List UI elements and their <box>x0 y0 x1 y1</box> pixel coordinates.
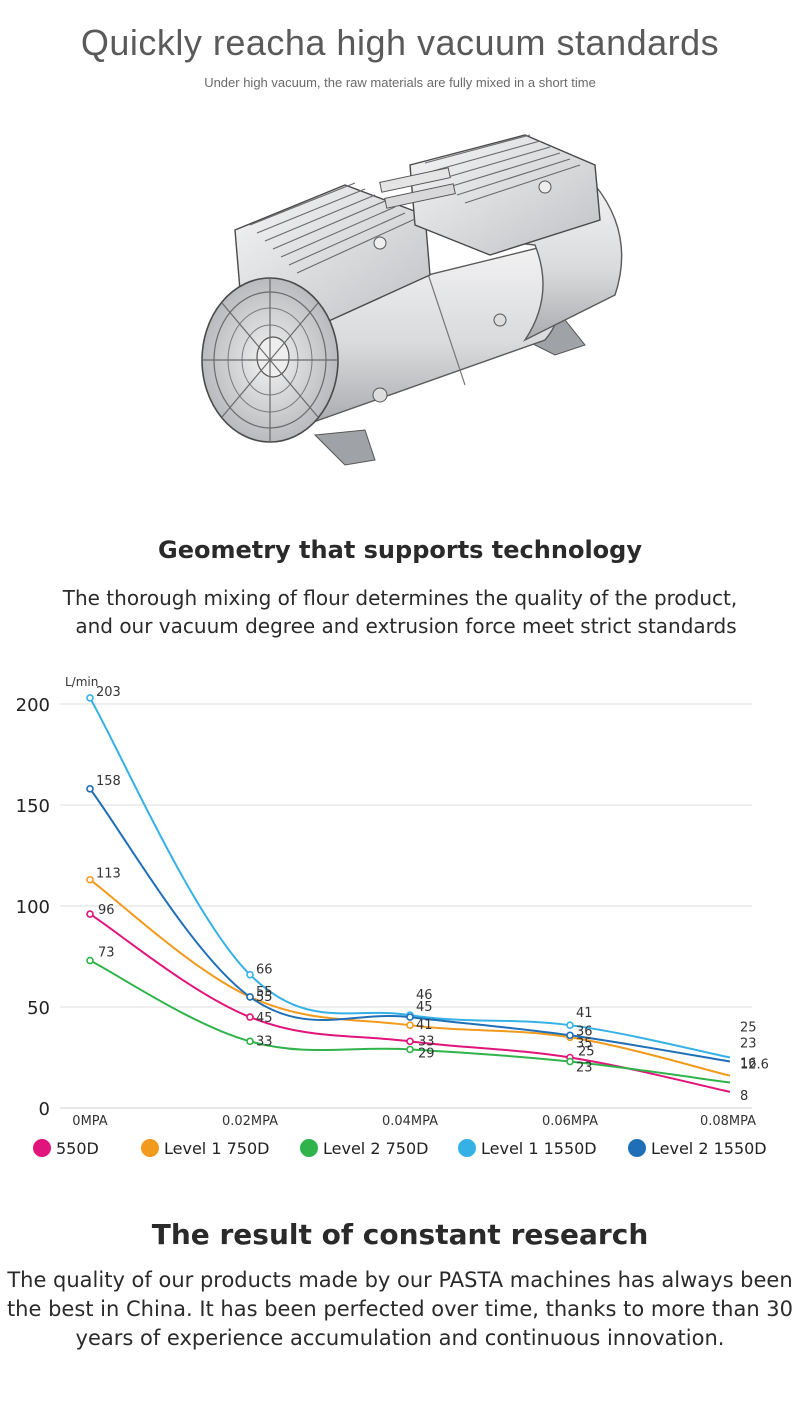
series-line-0 <box>89 913 731 1093</box>
data-label: 158 <box>96 774 121 789</box>
x-tick-label: 0.02MPA <box>222 1114 278 1129</box>
y-axis-label: L/min <box>65 675 98 689</box>
y-axis-ticks: 0 50 100 150 200 <box>16 695 50 1120</box>
data-label: 33 <box>418 1034 435 1049</box>
data-point <box>86 694 94 702</box>
x-tick-label: 0.08MPA <box>700 1114 756 1129</box>
legend-swatch <box>628 1139 646 1157</box>
chart-legend: 550D Level 1 750D Level 2 750D Level 1 1550… <box>33 1139 767 1158</box>
data-label: 41 <box>576 1006 593 1021</box>
section2-text-line1: The quality of our products made by our … <box>7 1268 793 1292</box>
section1-text-line2: and our vacuum degree and extrusion forc… <box>75 614 737 638</box>
data-label: 55 <box>256 985 273 1000</box>
legend-label: Level 2 750D <box>323 1139 428 1158</box>
y-tick-label: 0 <box>39 1099 50 1120</box>
data-label: 33 <box>256 1034 273 1049</box>
data-label: 16 <box>740 1057 757 1072</box>
data-point <box>566 1031 574 1040</box>
data-point <box>406 1037 414 1046</box>
data-label: 12.6 <box>740 1058 769 1073</box>
data-label: 35 <box>576 1036 593 1051</box>
hero-title: Quickly reacha high vacuum standards <box>80 22 720 63</box>
data-point <box>406 1045 414 1054</box>
hero-subtitle: Under high vacuum, the raw materials are… <box>204 75 596 90</box>
data-point <box>86 785 94 793</box>
data-label: 8 <box>740 1089 748 1104</box>
data-point <box>566 1021 574 1029</box>
data-label: 113 <box>96 867 121 882</box>
section2-text-line3: years of experience accumulation and con… <box>75 1326 725 1350</box>
legend-swatch <box>300 1139 318 1157</box>
vacuum-flow-chart: 0 50 100 150 200 0MPA 0.02MPA 0.04MPA 0.06MPA 0.… <box>16 675 769 1158</box>
y-tick-label: 200 <box>16 695 50 716</box>
data-label: 23 <box>740 1037 757 1052</box>
data-label: 36 <box>576 1024 593 1039</box>
data-point <box>246 993 254 1001</box>
legend-swatch <box>141 1139 159 1157</box>
legend-label: 550D <box>56 1139 99 1158</box>
data-point <box>246 1037 254 1046</box>
x-axis-ticks: 0MPA 0.02MPA 0.04MPA 0.06MPA 0.08MPA <box>72 1114 756 1129</box>
data-point <box>246 1013 254 1021</box>
y-tick-label: 50 <box>27 998 50 1019</box>
data-label: 66 <box>256 963 273 978</box>
x-tick-label: 0MPA <box>72 1114 107 1129</box>
series-line-4 <box>89 788 731 1063</box>
data-label: 203 <box>96 685 121 700</box>
legend-swatch <box>33 1139 51 1157</box>
y-tick-label: 150 <box>16 796 50 817</box>
data-label: 73 <box>98 946 115 961</box>
data-point <box>86 875 94 884</box>
legend-label: Level 1 750D <box>164 1139 269 1158</box>
section1-text-line1: The thorough mixing of flour determines … <box>62 586 738 610</box>
y-tick-label: 100 <box>16 897 50 918</box>
legend-label: Level 2 1550D <box>651 1139 767 1158</box>
data-label: 23 <box>576 1061 593 1076</box>
data-label: 25 <box>578 1045 595 1060</box>
data-point <box>246 970 254 979</box>
data-point <box>406 1013 414 1021</box>
series-lines <box>89 697 731 1093</box>
data-point <box>566 1057 574 1066</box>
data-label: 29 <box>418 1046 435 1061</box>
vacuum-pump-image <box>201 134 623 466</box>
data-label: 96 <box>98 903 115 918</box>
data-label: 55 <box>256 990 273 1005</box>
data-label: 41 <box>416 1018 433 1033</box>
x-tick-label: 0.04MPA <box>382 1114 438 1129</box>
x-tick-label: 0.06MPA <box>542 1114 598 1129</box>
section2-heading: The result of constant research <box>151 1218 649 1251</box>
series-line-3 <box>89 697 731 1059</box>
data-label: 45 <box>416 1000 433 1015</box>
chart-grid <box>60 703 752 1109</box>
data-label: 25 <box>740 1021 757 1036</box>
data-label: 45 <box>256 1011 273 1026</box>
data-point <box>86 956 94 965</box>
data-point <box>86 910 94 918</box>
legend-swatch <box>458 1139 476 1157</box>
legend-label: Level 1 1550D <box>481 1139 597 1158</box>
section1-heading: Geometry that supports technology <box>158 536 642 564</box>
section2-text-line2: the best in China. It has been perfected… <box>6 1297 794 1321</box>
data-point <box>406 1021 414 1029</box>
data-label: 46 <box>416 988 433 1003</box>
